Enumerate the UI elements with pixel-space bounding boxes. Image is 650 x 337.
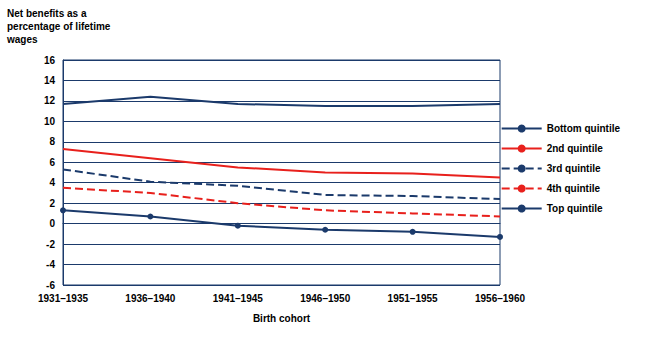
svg-text:1956–1960: 1956–1960 (475, 293, 525, 304)
svg-text:14: 14 (44, 75, 56, 86)
svg-text:16: 16 (44, 55, 56, 66)
svg-text:wages: wages (6, 34, 38, 45)
svg-text:Top quintile: Top quintile (547, 203, 603, 214)
svg-text:4: 4 (49, 177, 55, 188)
svg-text:1946–1950: 1946–1950 (300, 293, 350, 304)
svg-text:1936–1940: 1936–1940 (125, 293, 175, 304)
svg-text:2: 2 (49, 198, 55, 209)
svg-text:1931–1935: 1931–1935 (38, 293, 88, 304)
svg-text:Net benefits as a: Net benefits as a (7, 8, 89, 19)
svg-text:percentage of lifetime: percentage of lifetime (7, 21, 113, 32)
svg-text:8: 8 (49, 136, 55, 147)
svg-text:-6: -6 (46, 280, 55, 291)
svg-text:3rd quintile: 3rd quintile (547, 163, 601, 174)
svg-text:10: 10 (44, 116, 56, 127)
svg-text:2nd quintile: 2nd quintile (547, 143, 604, 154)
svg-text:0: 0 (49, 218, 55, 229)
svg-text:-4: -4 (46, 259, 55, 270)
svg-text:Bottom quintile: Bottom quintile (547, 123, 621, 134)
svg-text:4th quintile: 4th quintile (547, 183, 601, 194)
svg-text:6: 6 (49, 157, 55, 168)
svg-text:Birth cohort: Birth cohort (253, 313, 311, 324)
svg-text:12: 12 (44, 95, 56, 106)
svg-text:1941–1945: 1941–1945 (213, 293, 263, 304)
svg-text:-2: -2 (46, 239, 55, 250)
svg-text:1951–1955: 1951–1955 (388, 293, 438, 304)
